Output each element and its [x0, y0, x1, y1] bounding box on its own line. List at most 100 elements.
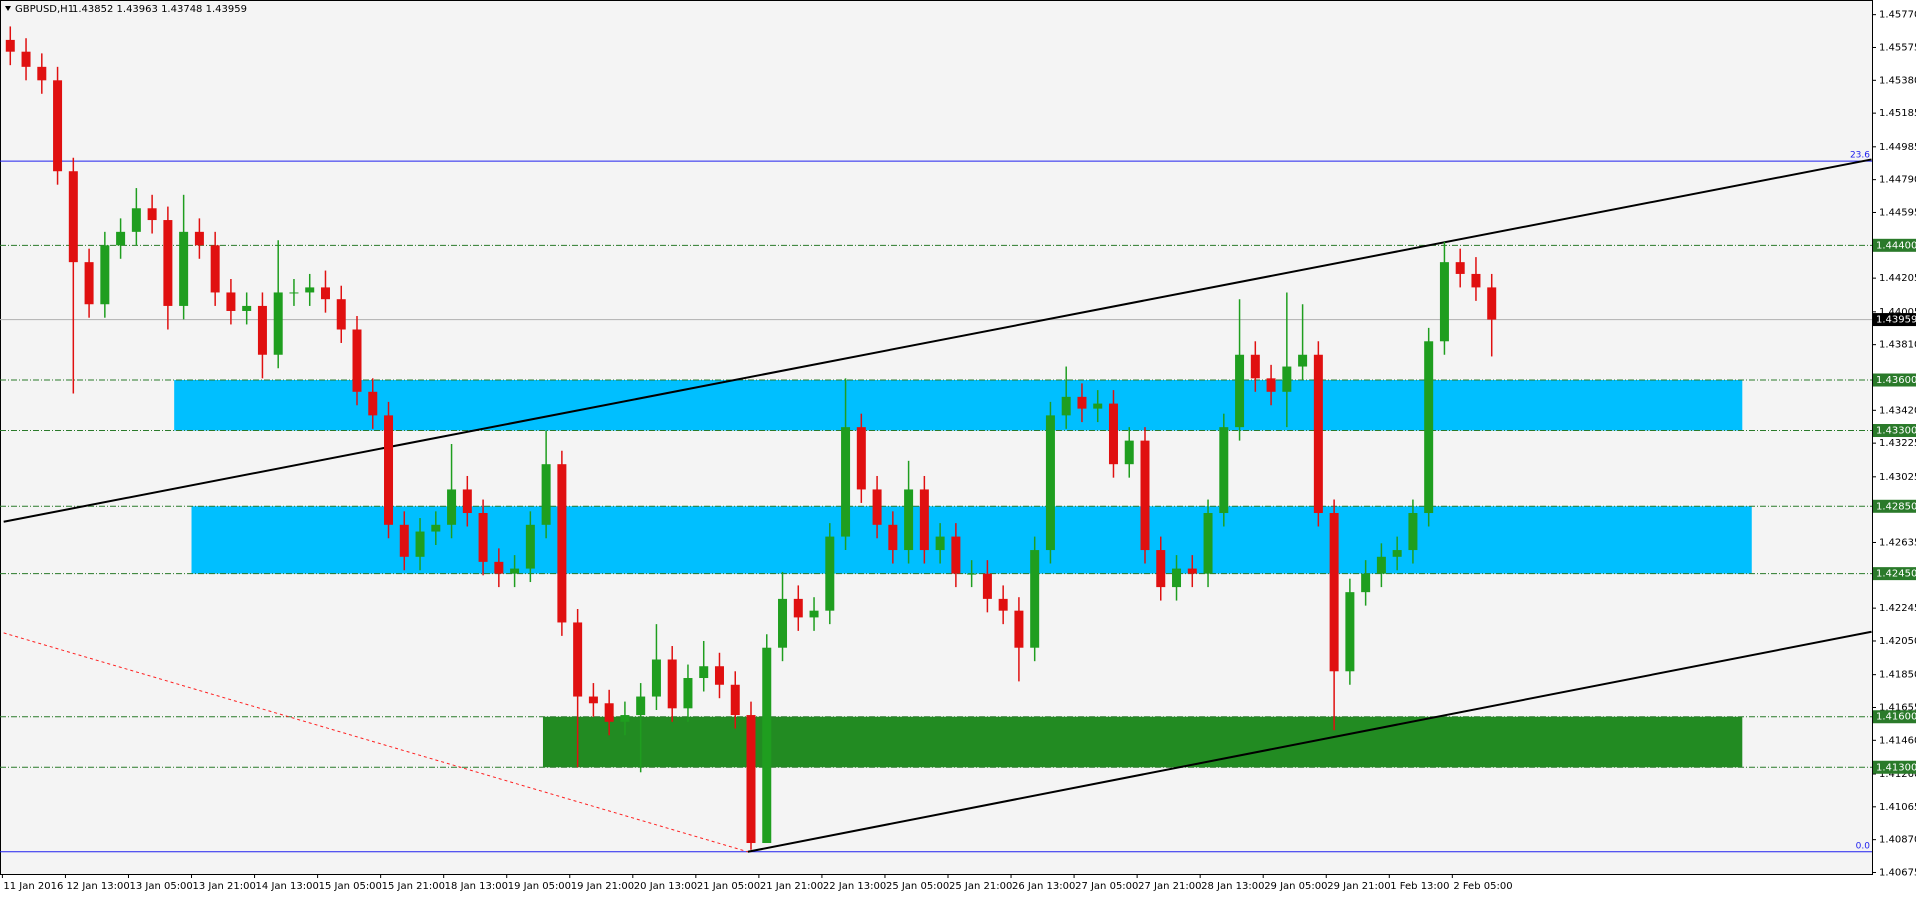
x-tick-label: 15 Jan 05:00	[319, 881, 382, 892]
y-tick-label: 1.40675	[1879, 867, 1916, 878]
y-tick-label: 1.41260	[1879, 769, 1916, 780]
candle-body	[793, 598, 803, 618]
level-label-bg	[1873, 238, 1916, 252]
candle-body	[1455, 262, 1465, 274]
candle-body	[242, 305, 252, 311]
candle-body	[1250, 354, 1260, 379]
y-tick-label: 1.45575	[1879, 42, 1916, 53]
level-label-bg	[1873, 499, 1916, 513]
candle-body	[636, 696, 646, 716]
candle-body	[399, 524, 409, 557]
candle-body	[510, 568, 520, 574]
candle-body	[1376, 556, 1386, 574]
fib-label: 23.6	[1850, 151, 1870, 161]
candle-body	[1077, 396, 1087, 409]
candle-body	[1392, 550, 1402, 557]
y-tick-label: 1.44790	[1879, 175, 1916, 186]
candle-body	[762, 647, 772, 844]
candle-body	[257, 305, 267, 355]
trendline	[3, 158, 1872, 523]
menu-triangle[interactable]	[5, 6, 11, 11]
candle-body	[525, 524, 535, 569]
candle-body	[163, 220, 173, 306]
candle-body	[667, 659, 677, 709]
y-tick-label: 1.41655	[1879, 702, 1916, 713]
candle-body	[462, 489, 472, 514]
candle-body	[289, 292, 299, 294]
y-tick-label: 1.45380	[1879, 75, 1916, 86]
candle-body	[1124, 440, 1134, 465]
candle-body	[998, 598, 1008, 611]
y-tick-label: 1.44985	[1879, 142, 1916, 153]
candle-body	[872, 489, 882, 525]
y-tick-label: 1.44005	[1879, 307, 1916, 318]
level-label: 1.44400	[1876, 240, 1916, 251]
candle-body	[478, 513, 488, 562]
candle-body	[1345, 592, 1355, 672]
x-tick-label: 21 Jan 21:00	[760, 881, 823, 892]
candle-body	[384, 415, 394, 525]
candle-body	[431, 524, 441, 532]
candle-body	[305, 287, 315, 293]
candle-body	[730, 684, 740, 716]
x-tick-label: 2 Feb 05:00	[1453, 881, 1512, 892]
x-tick-label: 19 Jan 05:00	[508, 881, 571, 892]
candle-body	[1471, 273, 1481, 288]
x-tick-label: 13 Jan 21:00	[193, 881, 256, 892]
y-tick-label: 1.40870	[1879, 835, 1916, 846]
x-tick-label: 15 Jan 21:00	[382, 881, 445, 892]
candle-body	[935, 536, 945, 551]
candle-body	[683, 678, 693, 709]
y-tick-label: 1.45185	[1879, 108, 1916, 119]
candle-body	[147, 208, 157, 221]
x-tick-label: 12 Jan 13:00	[66, 881, 129, 892]
candle-body	[415, 531, 425, 557]
candle-body	[116, 231, 126, 246]
candle-body	[1282, 366, 1292, 392]
candle-body	[746, 715, 756, 844]
candle-body	[447, 489, 457, 525]
level-label: 1.41600	[1876, 712, 1916, 723]
candle-body	[919, 489, 929, 551]
level-label: 1.43600	[1876, 375, 1916, 386]
candle-body	[541, 464, 551, 525]
candle-body	[494, 561, 504, 574]
y-tick-label: 1.43810	[1879, 340, 1916, 351]
candle-body	[651, 659, 661, 697]
candle-body	[1014, 610, 1024, 648]
level-label-bg	[1873, 373, 1916, 387]
y-tick-label: 1.45770	[1879, 10, 1916, 21]
level-label: 1.42450	[1876, 569, 1916, 580]
level-label: 1.42850	[1876, 501, 1916, 512]
x-tick-label: 29 Jan 05:00	[1264, 881, 1327, 892]
y-tick-label: 1.44595	[1879, 207, 1916, 218]
candle-body	[904, 489, 914, 551]
x-tick-label: 14 Jan 13:00	[256, 881, 319, 892]
y-tick-label: 1.42635	[1879, 537, 1916, 548]
level-label-bg	[1873, 424, 1916, 438]
y-tick-label: 1.44205	[1879, 273, 1916, 284]
candle-body	[841, 427, 851, 537]
candle-body	[856, 427, 866, 490]
candle-body	[1408, 513, 1418, 551]
candle-body	[1266, 378, 1276, 392]
zone	[174, 380, 1743, 431]
candle-body	[37, 66, 47, 81]
y-tick-label: 1.43420	[1879, 405, 1916, 416]
candle-body	[1108, 403, 1118, 465]
candle-body	[557, 464, 567, 623]
candle-body	[336, 299, 346, 330]
candle-body	[5, 39, 15, 52]
chart-subtitle: 1.43852 1.43963 1.43748 1.43959	[72, 4, 247, 15]
candle-body	[951, 536, 961, 574]
candle-body	[1424, 341, 1434, 514]
candle-body	[888, 524, 898, 551]
candle-body	[982, 573, 992, 599]
x-tick-label: 29 Jan 21:00	[1327, 881, 1390, 892]
y-tick-label: 1.41065	[1879, 802, 1916, 813]
current-price-bg	[1873, 313, 1916, 327]
candle-body	[1093, 403, 1103, 409]
candle-body	[1030, 550, 1040, 648]
candle-body	[1313, 354, 1323, 514]
